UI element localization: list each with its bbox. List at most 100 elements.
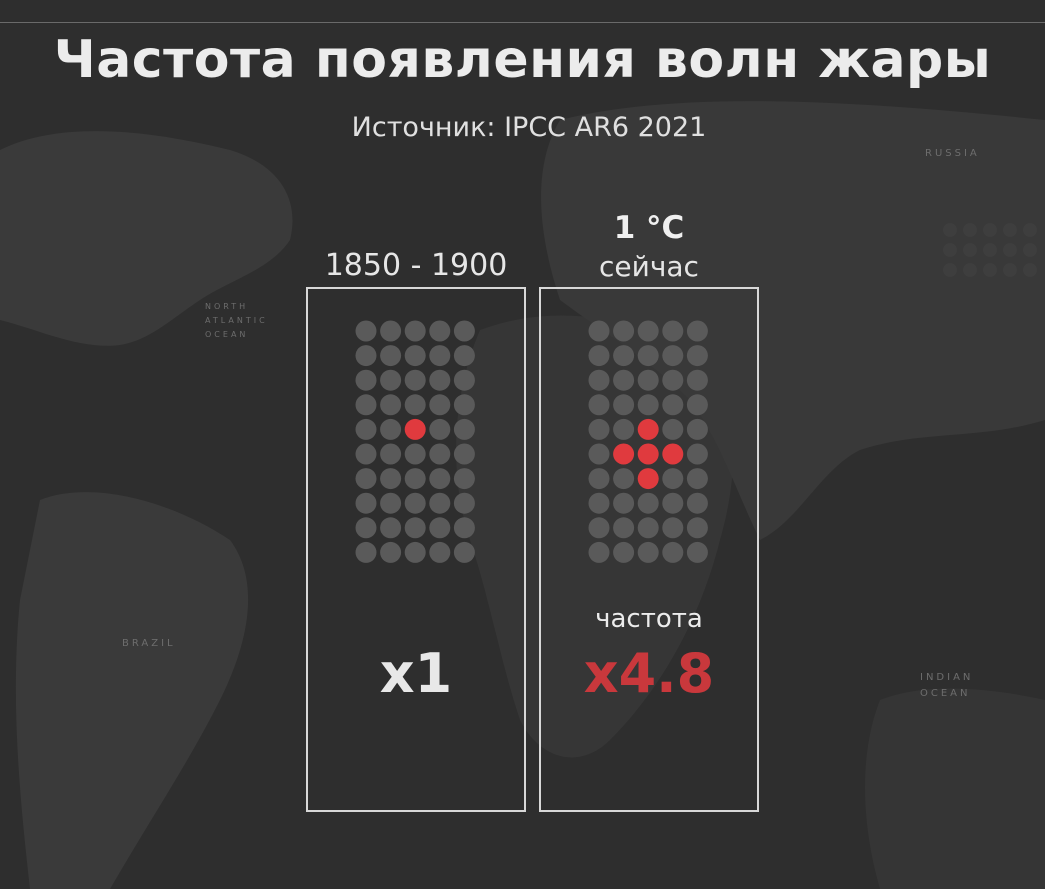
continent-australia	[865, 688, 1045, 889]
waffle-dot	[637, 541, 659, 563]
waffle-dot	[355, 468, 377, 490]
waffle-dot	[429, 541, 451, 563]
waffle-dot	[429, 492, 451, 514]
map-label-brazil: BRAZIL	[122, 638, 176, 649]
waffle-dot	[686, 345, 708, 367]
waffle-dot	[404, 369, 426, 391]
waffle-dot	[429, 394, 451, 416]
waffle-dot	[453, 541, 475, 563]
waffle-dot	[355, 345, 377, 367]
waffle-dot	[380, 541, 402, 563]
waffle-dot	[588, 369, 610, 391]
panel-current	[539, 287, 759, 812]
waffle-dot	[662, 541, 684, 563]
waffle-dot	[429, 320, 451, 342]
waffle-chart-2	[588, 320, 708, 563]
waffle-dot	[662, 468, 684, 490]
waffle-dot	[588, 517, 610, 539]
multiplier-x4-8: x4.8	[583, 642, 715, 705]
temperature-label: 1 °C	[613, 210, 685, 246]
waffle-dot	[429, 468, 451, 490]
waffle-dot	[637, 369, 659, 391]
waffle-dot	[686, 418, 708, 440]
frequency-label: частота	[595, 604, 703, 634]
waffle-dot	[662, 418, 684, 440]
waffle-dot	[613, 320, 635, 342]
waffle-dot	[404, 468, 426, 490]
map-label-indian-ocean: INDIAN OCEAN	[920, 672, 974, 699]
waffle-dot	[662, 369, 684, 391]
waffle-dot	[404, 517, 426, 539]
waffle-dot	[662, 345, 684, 367]
waffle-dot	[404, 492, 426, 514]
waffle-dot	[613, 345, 635, 367]
waffle-dot	[453, 468, 475, 490]
now-label: сейчас	[599, 250, 699, 283]
waffle-dot	[686, 468, 708, 490]
waffle-dot	[429, 517, 451, 539]
background-dot-texture	[943, 223, 1037, 277]
waffle-dot	[686, 394, 708, 416]
waffle-dot-highlighted	[637, 443, 659, 465]
waffle-dot	[662, 320, 684, 342]
waffle-dot	[637, 320, 659, 342]
waffle-dot	[613, 369, 635, 391]
map-label-north-atlantic: NORTH ATLANTIC OCEAN	[205, 302, 268, 339]
waffle-chart-1	[355, 320, 475, 563]
continent-north-america	[0, 131, 293, 346]
waffle-dot	[588, 418, 610, 440]
waffle-dot	[637, 492, 659, 514]
waffle-dot	[355, 418, 377, 440]
waffle-dot	[662, 517, 684, 539]
waffle-dot	[613, 418, 635, 440]
continent-south-america	[15, 492, 249, 889]
waffle-dot	[355, 369, 377, 391]
waffle-dot	[686, 369, 708, 391]
panel-preindustrial	[306, 287, 526, 812]
waffle-dot	[453, 320, 475, 342]
waffle-dot	[662, 492, 684, 514]
waffle-dot	[404, 394, 426, 416]
waffle-dot	[380, 492, 402, 514]
waffle-dot	[355, 320, 377, 342]
waffle-dot	[588, 492, 610, 514]
waffle-dot	[355, 517, 377, 539]
waffle-dot	[686, 320, 708, 342]
waffle-dot	[355, 443, 377, 465]
map-label-russia: RUSSIA	[925, 148, 980, 159]
waffle-dot	[662, 394, 684, 416]
waffle-dot	[613, 492, 635, 514]
waffle-dot	[613, 517, 635, 539]
waffle-dot	[380, 468, 402, 490]
waffle-dot-highlighted	[613, 443, 635, 465]
waffle-dot	[686, 492, 708, 514]
page-title: Частота появления волн жары	[53, 30, 992, 90]
waffle-dot	[380, 369, 402, 391]
waffle-dot	[588, 394, 610, 416]
waffle-dot	[686, 517, 708, 539]
waffle-dot	[637, 394, 659, 416]
waffle-dot	[588, 468, 610, 490]
waffle-dot	[453, 517, 475, 539]
waffle-dot	[588, 345, 610, 367]
waffle-dot	[404, 541, 426, 563]
waffle-dot	[588, 541, 610, 563]
waffle-dot	[404, 443, 426, 465]
waffle-dot	[637, 345, 659, 367]
waffle-dot-highlighted	[637, 468, 659, 490]
waffle-dot	[429, 418, 451, 440]
waffle-dot	[453, 492, 475, 514]
waffle-dot	[404, 345, 426, 367]
waffle-dot	[453, 345, 475, 367]
source-subtitle: Источник: IPCC AR6 2021	[351, 112, 707, 143]
waffle-dot-highlighted	[404, 418, 426, 440]
waffle-dot	[637, 517, 659, 539]
waffle-dot	[380, 443, 402, 465]
waffle-dot	[588, 443, 610, 465]
waffle-dot	[686, 443, 708, 465]
waffle-dot-highlighted	[662, 443, 684, 465]
waffle-dot	[453, 443, 475, 465]
waffle-dot	[355, 394, 377, 416]
